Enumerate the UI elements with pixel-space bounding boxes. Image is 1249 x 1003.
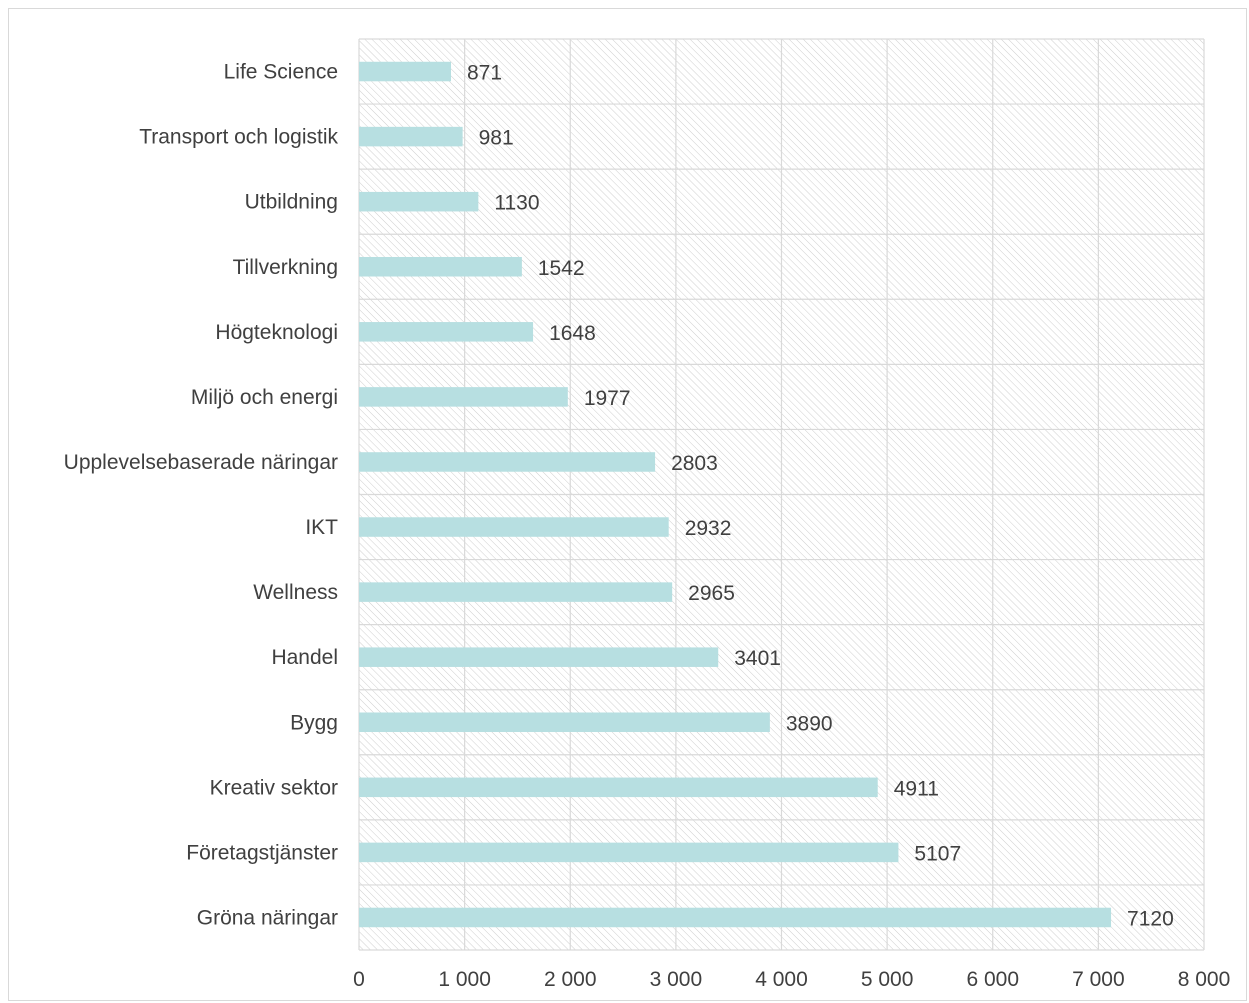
grid-lines [358, 38, 1205, 951]
bar [359, 387, 568, 407]
category-label: Upplevelsebaserade näringar [64, 451, 338, 474]
bar [359, 322, 534, 342]
bar [359, 126, 463, 147]
category-label: Företagstjänster [186, 841, 338, 864]
data-label: 4911 [894, 777, 939, 800]
x-tick-label: 7 000 [1072, 968, 1125, 991]
bar [359, 256, 522, 277]
bar [359, 452, 656, 472]
category-labels: Life Science Transport och logistik Utbild… [64, 61, 339, 930]
category-label: Kreativ sektor [210, 776, 338, 799]
category-label: Handel [271, 646, 338, 669]
category-label: Life Science [224, 61, 338, 84]
bar [359, 582, 673, 602]
bar [359, 191, 479, 212]
x-tick-label: 6 000 [966, 968, 1019, 991]
category-label: Högteknologi [215, 321, 338, 344]
x-tick-label: 4 000 [755, 968, 808, 991]
x-axis-tick-labels: 0 1 000 2 000 3 000 4 000 5 000 6 000 7 000 8 00… [353, 968, 1230, 991]
data-label: 1542 [538, 257, 585, 280]
data-label: 1648 [549, 322, 596, 345]
x-tick-label: 8 000 [1178, 968, 1231, 991]
data-label: 2965 [688, 582, 735, 605]
x-tick-label: 3 000 [650, 968, 703, 991]
x-tick-label: 2 000 [544, 968, 597, 991]
data-label: 5107 [914, 842, 961, 865]
data-labels: 871 981 1130 1542 1648 1977 2803 2932 2965 3401 38… [467, 62, 1174, 931]
x-tick-label: 5 000 [861, 968, 914, 991]
x-tick-label: 0 [353, 968, 365, 991]
bar [359, 777, 878, 798]
bars [359, 61, 1112, 928]
category-label: Bygg [290, 711, 338, 734]
bar [359, 647, 719, 667]
bar [359, 842, 899, 863]
x-tick-label: 1 000 [438, 968, 491, 991]
category-label: IKT [305, 516, 338, 539]
data-label: 2803 [671, 452, 718, 475]
category-label: Transport och logistik [139, 126, 338, 149]
data-label: 871 [467, 62, 502, 85]
data-label: 2932 [685, 517, 732, 540]
category-label: Gröna näringar [197, 906, 338, 929]
bar [359, 61, 451, 82]
category-label: Utbildning [245, 191, 338, 214]
category-label: Miljö och energi [191, 386, 338, 409]
data-label: 981 [479, 127, 514, 150]
category-label: Tillverkning [233, 256, 338, 279]
data-label: 3890 [786, 712, 833, 735]
data-label: 7120 [1127, 907, 1174, 930]
data-label: 3401 [734, 647, 781, 670]
bar [359, 712, 770, 733]
bar [359, 517, 669, 537]
bar [359, 907, 1112, 928]
category-label: Wellness [253, 581, 338, 604]
data-label: 1977 [584, 387, 631, 410]
data-label: 1130 [494, 192, 539, 215]
